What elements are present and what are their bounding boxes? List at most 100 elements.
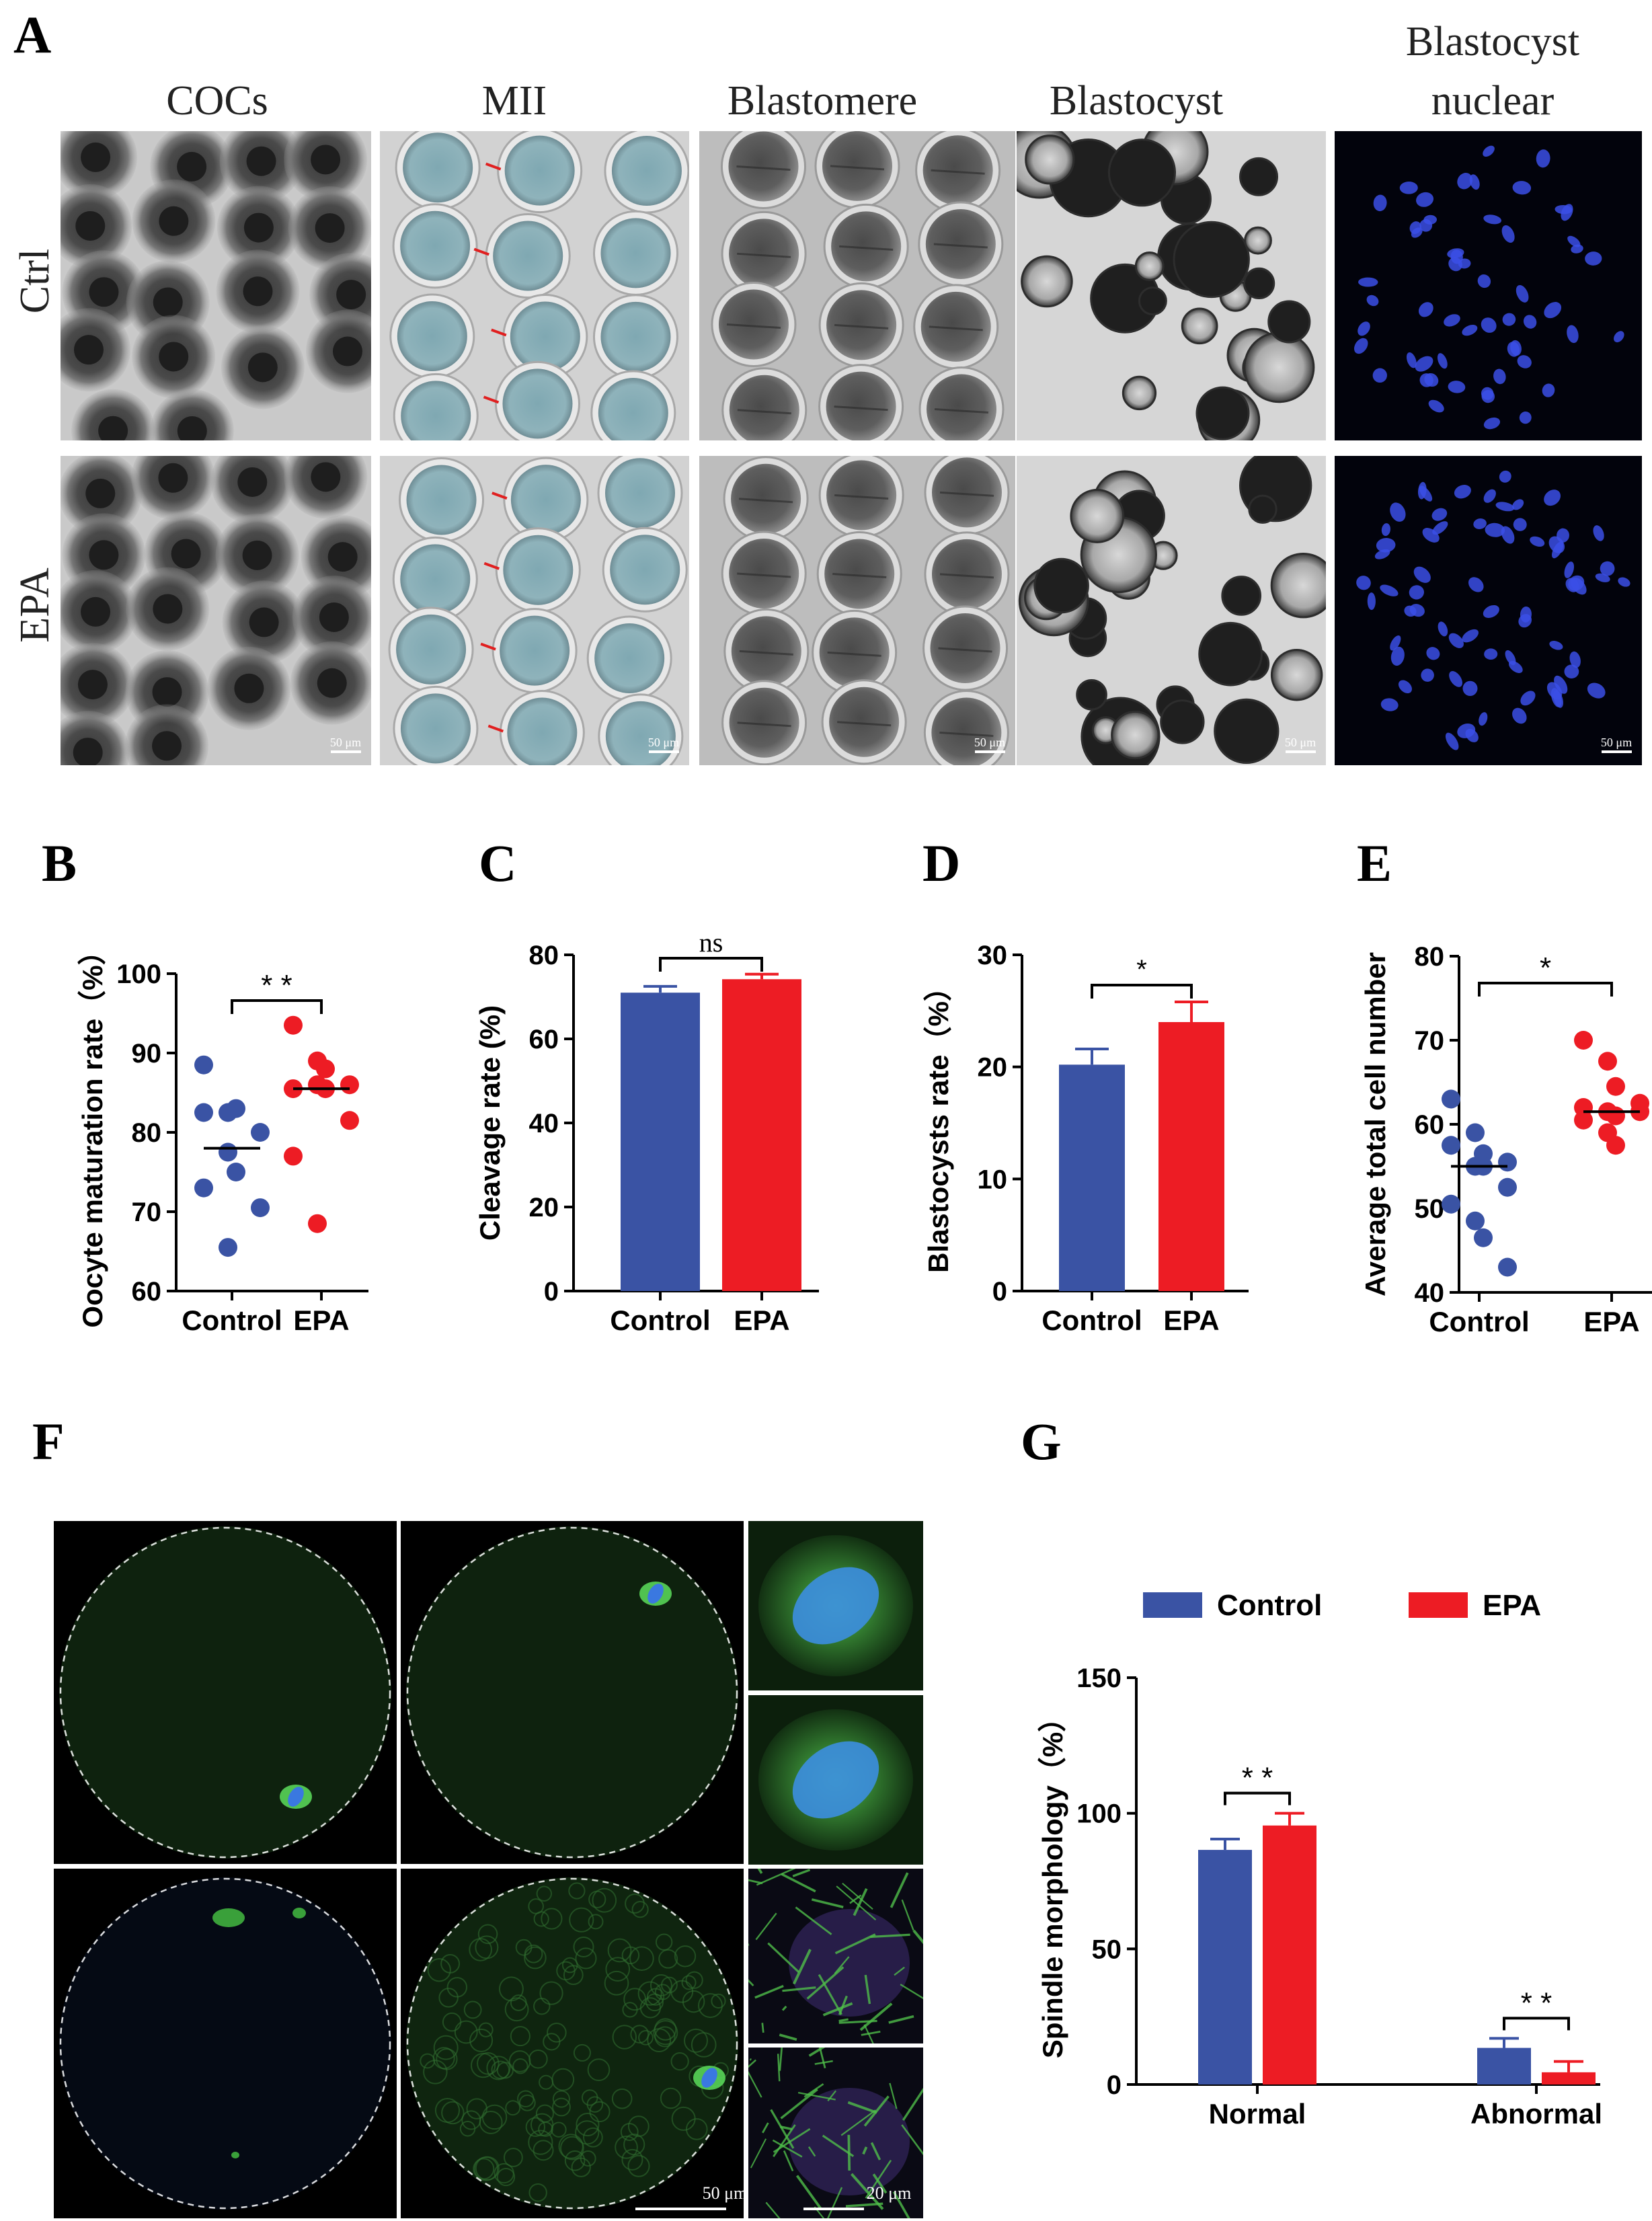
col-header-blastocyst-nuclear-1: Blastocyst	[1406, 19, 1579, 65]
micrograph-coc-epa: 50 μm	[61, 456, 371, 765]
scale-bar-label-20um: 20 μm	[867, 2183, 912, 2203]
micrograph-nuclear-epa: 50 μm	[1335, 456, 1642, 765]
scale-bar-label: 50 μm	[330, 736, 361, 749]
data-point	[1606, 1136, 1625, 1155]
data-point	[1442, 1194, 1460, 1214]
data-point	[308, 1214, 327, 1233]
y-tick-label: 60	[132, 1277, 162, 1307]
y-tick-label: 20	[978, 1053, 1008, 1083]
micrograph-mii-epa: 50 μm	[380, 456, 689, 765]
col-header-mii: MII	[482, 78, 547, 124]
significance-bracket	[1091, 984, 1193, 999]
y-tick-label: 0	[544, 1277, 559, 1307]
bar	[722, 979, 801, 1291]
row-label-epa: EPA	[12, 568, 58, 643]
fluorescence-grid	[54, 1521, 923, 2218]
row-label-ctrl: Ctrl	[12, 249, 58, 313]
micrograph-grid: 50 μm 50 μm 50 μm 50 μm 50 μm	[61, 131, 1642, 765]
data-point	[284, 1146, 303, 1166]
significance-bracket	[1503, 2017, 1570, 2031]
panel-a: A COCs MII Blastomere Blastocyst Blastoc…	[12, 5, 1642, 765]
significance-label: ns	[699, 927, 723, 958]
col-header-blastocyst: Blastocyst	[1050, 78, 1223, 124]
panel-f: F 50 μm 20 μm	[32, 1412, 923, 2218]
data-point	[1442, 1089, 1460, 1109]
panel-letter-f: F	[32, 1412, 65, 1471]
y-tick-label: 150	[1076, 1664, 1122, 1693]
y-axis-label: Oocyte maturation rate（%）	[77, 937, 108, 1327]
y-tick-label: 0	[1107, 2070, 1122, 2100]
legend-swatch	[1143, 1592, 1202, 1618]
data-point	[1498, 1177, 1517, 1197]
scale-bar-label: 50 μm	[1601, 736, 1632, 749]
data-point	[194, 1178, 213, 1198]
panel-letter-d: D	[922, 834, 960, 892]
y-tick-label: 30	[978, 941, 1008, 970]
legend-label: Control	[1217, 1589, 1322, 1622]
scale-bar-label: 50 μm	[648, 736, 679, 749]
fluorescence-tile	[401, 1869, 744, 2218]
y-axis-label: Average total cell number	[1360, 952, 1391, 1296]
bar	[1542, 2072, 1596, 2084]
x-tick-label: Control	[1429, 1306, 1529, 1337]
bar	[1158, 1022, 1224, 1291]
x-tick-label: Normal	[1209, 2098, 1306, 2130]
bar	[1263, 1825, 1316, 2084]
data-point	[227, 1163, 245, 1181]
y-tick-label: 80	[1415, 942, 1445, 972]
x-tick-label: EPA	[293, 1304, 349, 1336]
fluorescence-tile	[748, 2048, 923, 2218]
y-tick-label: 40	[1415, 1278, 1445, 1308]
data-point	[1598, 1052, 1617, 1071]
bar	[1477, 2048, 1531, 2084]
y-tick-label: 20	[529, 1193, 559, 1222]
data-point	[194, 1103, 213, 1122]
y-tick-label: 60	[529, 1025, 559, 1054]
data-point	[1606, 1077, 1625, 1096]
data-point	[1442, 1136, 1460, 1155]
micrograph-blastomere-epa: 50 μm	[699, 456, 1015, 765]
y-tick-label: 50	[1092, 1935, 1122, 1964]
y-tick-label: 80	[529, 941, 559, 970]
data-point	[1474, 1228, 1493, 1247]
bar	[1059, 1064, 1125, 1291]
scale-bar-label-50um: 50 μm	[703, 2183, 748, 2203]
significance-label: * *	[1242, 1762, 1273, 1795]
data-point	[1498, 1153, 1517, 1172]
significance-bracket	[1478, 982, 1613, 997]
fluorescence-tile	[54, 1521, 397, 1864]
y-tick-label: 80	[132, 1118, 162, 1148]
data-point	[219, 1238, 237, 1257]
data-point	[316, 1059, 335, 1079]
fluorescence-tile	[401, 1521, 744, 1864]
x-tick-label: Control	[182, 1304, 282, 1336]
data-point	[284, 1015, 303, 1035]
scale-bar-label: 50 μm	[974, 736, 1005, 749]
chart-b: 60 70 80 90 100 Oocyte maturation rate（%） Cont…	[77, 937, 368, 1336]
significance-bracket	[659, 957, 763, 972]
micrograph-mii-ctrl	[380, 131, 689, 440]
data-point	[219, 1142, 237, 1162]
data-point	[194, 1055, 213, 1075]
significance-label: * *	[1521, 1986, 1552, 2019]
x-tick-label: Control	[610, 1304, 710, 1336]
data-point	[340, 1075, 359, 1095]
y-tick-label: 50	[1415, 1194, 1445, 1224]
y-tick-label: 0	[992, 1277, 1007, 1307]
micrograph-blastomere-ctrl	[699, 131, 1015, 440]
panel-letter-a: A	[13, 5, 51, 64]
panel-letter-b: B	[42, 834, 77, 892]
y-tick-label: 70	[1415, 1026, 1445, 1056]
x-tick-label: EPA	[1163, 1304, 1219, 1336]
y-axis-label: Spindle morphology（%）	[1037, 1704, 1068, 2058]
chart-e: 40 50 60 70 80 Average total cell number Contr…	[1360, 942, 1652, 1337]
significance-label: *	[1540, 951, 1551, 984]
data-point	[1574, 1110, 1593, 1130]
fluorescence-tile	[748, 1695, 923, 1865]
legend-swatch	[1409, 1592, 1468, 1618]
y-tick-label: 60	[1415, 1110, 1445, 1140]
micrograph-coc-ctrl	[61, 131, 371, 440]
y-axis-label: Cleavage rate (%)	[474, 1005, 506, 1241]
